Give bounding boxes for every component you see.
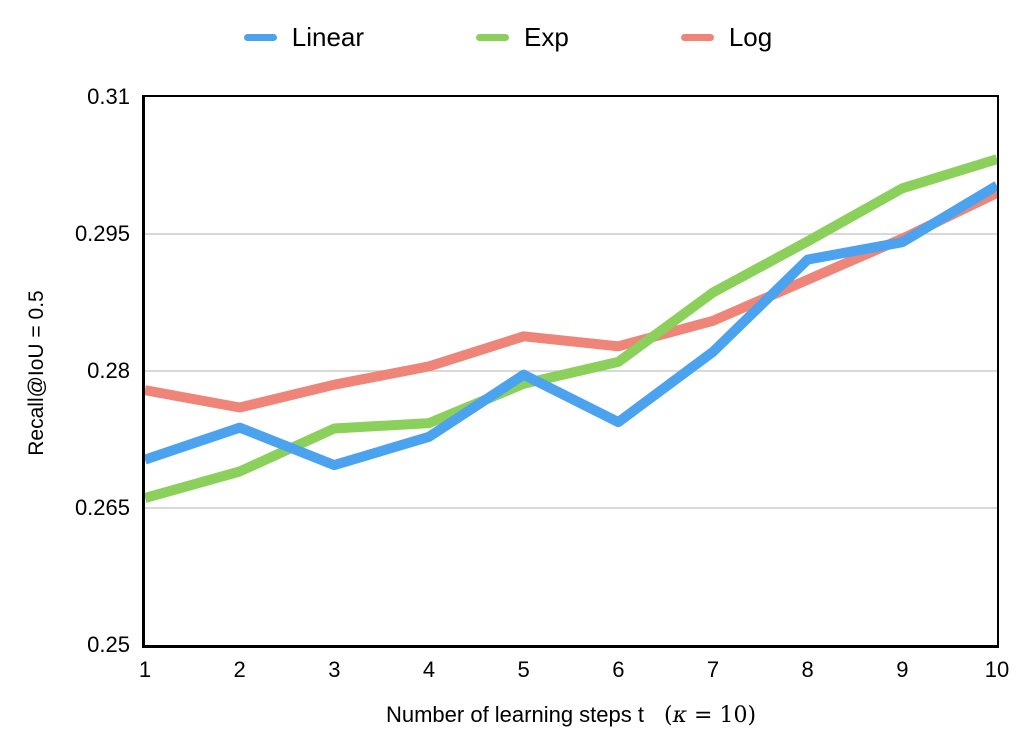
x-tick-label-10: 10 xyxy=(984,657,1010,682)
x-tick-label-2: 2 xyxy=(233,657,246,682)
y-tick-label-0.31: 0.31 xyxy=(87,84,130,109)
plot-frame xyxy=(142,95,999,648)
y-tick-label-0.25: 0.25 xyxy=(87,632,130,657)
legend-item-log: Log xyxy=(680,22,773,52)
legend-swatch-exp xyxy=(476,33,510,41)
x-tick-label-4: 4 xyxy=(422,657,436,682)
legend-swatch-linear xyxy=(243,33,277,41)
legend-item-linear: Linear xyxy=(243,22,365,52)
y-tick-label-0.295: 0.295 xyxy=(74,221,130,246)
x-tick-label-8: 8 xyxy=(801,657,814,682)
x-tick-label-1: 1 xyxy=(138,657,152,682)
y-tick-label-0.265: 0.265 xyxy=(74,495,130,520)
x-tick-label-3: 3 xyxy=(328,657,341,682)
x-tick-label-9: 9 xyxy=(896,657,909,682)
legend-swatch-log xyxy=(680,33,714,41)
x-tick-label-6: 6 xyxy=(612,657,625,682)
x-axis-title: Number of learning steps t (κ = 10) xyxy=(145,701,997,730)
series-line-exp xyxy=(145,154,997,503)
series-line-linear xyxy=(145,181,997,471)
x-tick-label-5: 5 xyxy=(517,657,530,682)
series-line-log xyxy=(145,188,997,413)
x-axis-title-text: Number of learning steps t xyxy=(385,702,644,727)
kappa-symbol: κ xyxy=(672,703,688,728)
plot-canvas xyxy=(145,154,997,509)
chart-legend: Linear Exp Log xyxy=(0,18,1016,56)
legend-item-exp: Exp xyxy=(476,24,569,50)
legend-label-exp: Exp xyxy=(524,22,569,52)
legend-label-log: Log xyxy=(728,22,773,52)
x-axis-title-math: (κ = 10) xyxy=(664,703,757,728)
legend-label-linear: Linear xyxy=(291,22,365,52)
y-tick-label-0.28: 0.28 xyxy=(87,358,130,383)
y-axis-title: Recall@IoU = 0.5 xyxy=(25,290,48,456)
x-tick-label-7: 7 xyxy=(706,657,720,682)
